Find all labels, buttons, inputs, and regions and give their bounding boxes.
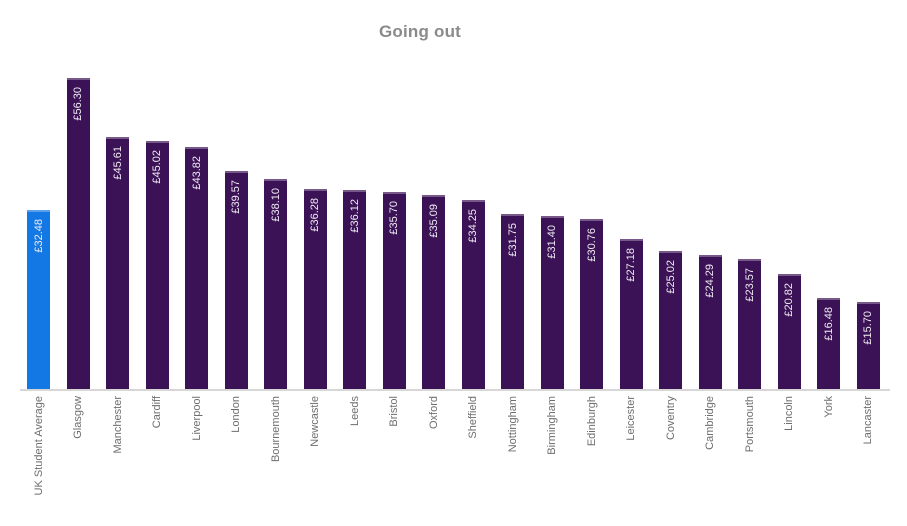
bar-nottingham: £31.75 (501, 213, 524, 389)
x-axis-label-uk-student-average: UK Student Average (32, 396, 45, 496)
chart-title: Going out (378, 22, 462, 41)
x-axis-label-cell: Manchester (106, 396, 129, 453)
bar-london: £39.57 (224, 170, 248, 389)
bar-value-label: £35.09 (427, 204, 440, 238)
x-axis-label-cell: Glasgow (67, 396, 90, 439)
x-axis-label-cell: Oxford (422, 396, 445, 429)
bar-glasgow: £56.30 (66, 78, 90, 389)
x-axis-label-cell: Leicester (620, 396, 643, 441)
bar-lincoln: £20.82 (777, 274, 801, 389)
bar-value-label: £45.02 (151, 149, 163, 184)
x-axis-label-cell: Nottingham (501, 396, 524, 452)
bar-oxford: £35.09 (422, 195, 445, 389)
x-axis-label-cell: Cardiff (146, 396, 169, 428)
x-axis-label-cell: York (817, 396, 840, 418)
bar-newcastle: £36.28 (303, 188, 327, 389)
bar-value-label: £31.40 (546, 224, 558, 259)
x-axis-label-cell: London (225, 396, 248, 433)
x-axis-label-cell: Lancaster (857, 396, 880, 444)
plot-area: £32.48 £56.30 £45.61 £45.02 £43.82 £39.57 £38.… (27, 78, 880, 389)
bar-uk-student-average: £32.48 (27, 209, 50, 389)
x-axis-label-london: London (230, 396, 242, 433)
bar-sheffield: £34.25 (461, 199, 485, 389)
bar-coventry: £25.02 (659, 250, 682, 389)
bar-value-label: £39.57 (230, 179, 242, 214)
x-axis-label-lincoln: Lincoln (783, 396, 795, 431)
x-axis-label-york: York (822, 396, 835, 418)
bar-value-label: £30.76 (585, 228, 598, 262)
bar-leeds: £36.12 (343, 189, 366, 389)
x-axis-label-cambridge: Cambridge (704, 396, 716, 450)
bar-value-label: £24.29 (704, 263, 716, 298)
x-axis-label-leeds: Leeds (348, 396, 361, 426)
x-axis-label-cell: Portsmouth (738, 396, 761, 452)
bar-value-label: £32.48 (32, 218, 45, 253)
x-axis-label-cell: Newcastle (304, 396, 327, 447)
x-axis-label-birmingham: Birmingham (546, 396, 558, 455)
bar-liverpool: £43.82 (185, 147, 208, 389)
bar-edinburgh: £30.76 (580, 219, 603, 389)
bar-value-label: £38.10 (269, 187, 282, 222)
bar-value-label: £25.02 (664, 259, 677, 294)
x-axis-label-sheffield: Sheffield (467, 396, 479, 439)
bar-portsmouth: £23.57 (738, 258, 761, 389)
bar-leicester: £27.18 (619, 239, 643, 389)
x-axis-label-oxford: Oxford (427, 396, 440, 430)
x-axis-label-bristol: Bristol (388, 396, 400, 427)
x-axis-label-cell: Cambridge (699, 396, 722, 450)
x-axis-label-newcastle: Newcastle (309, 396, 321, 447)
bar-bristol: £35.70 (382, 191, 406, 389)
bar-value-label: £27.18 (625, 248, 637, 282)
x-axis-label-cardiff: Cardiff (151, 396, 163, 429)
x-axis-line (20, 389, 890, 391)
bar-cambridge: £24.29 (698, 254, 722, 389)
bar-value-label: £35.70 (388, 200, 400, 235)
x-axis-label-coventry: Coventry (664, 396, 677, 441)
bar-lancaster: £15.70 (856, 302, 880, 389)
x-axis-label-cell: Coventry (659, 396, 682, 440)
x-axis-label-cell: Birmingham (541, 396, 564, 455)
bar-value-label: £36.12 (348, 198, 361, 233)
x-axis-label-leicester: Leicester (625, 396, 637, 441)
x-axis-label-cell: UK Student Average (27, 396, 50, 495)
x-axis-label-liverpool: Liverpool (190, 396, 203, 441)
x-axis-labels: UK Student Average Glasgow Manchester Cardi… (27, 396, 880, 495)
bar-value-label: £15.70 (862, 311, 874, 345)
bar-value-label: £20.82 (783, 283, 795, 317)
x-axis-label-portsmouth: Portsmouth (743, 396, 756, 453)
bar-value-label: £34.25 (467, 208, 479, 243)
x-axis-label-nottingham: Nottingham (506, 396, 519, 453)
bar-value-label: £16.48 (822, 307, 835, 341)
bar-value-label: £56.30 (72, 87, 84, 121)
bar-value-label: £31.75 (506, 222, 519, 257)
x-axis-label-lancaster: Lancaster (862, 396, 874, 445)
x-axis-label-cell: Liverpool (185, 396, 208, 441)
x-axis-label-cell: Lincoln (778, 396, 801, 431)
x-axis-label-cell: Leeds (343, 396, 366, 426)
bar-bournemouth: £38.10 (264, 178, 287, 389)
x-axis-label-manchester: Manchester (111, 396, 124, 454)
bar-value-label: £45.61 (111, 146, 124, 180)
bar-manchester: £45.61 (106, 137, 129, 389)
bar-york: £16.48 (817, 298, 840, 389)
bar-value-label: £23.57 (743, 267, 756, 302)
x-axis-label-cell: Edinburgh (580, 396, 603, 446)
x-axis-label-cell: Bristol (383, 396, 406, 427)
x-axis-label-glasgow: Glasgow (72, 396, 84, 439)
x-axis-label-bournemouth: Bournemouth (269, 396, 282, 463)
bar-birmingham: £31.40 (540, 215, 564, 389)
bar-cardiff: £45.02 (145, 140, 169, 389)
bar-value-label: £36.28 (309, 197, 321, 232)
x-axis-label-cell: Bournemouth (264, 396, 287, 462)
x-axis-label-edinburgh: Edinburgh (585, 396, 598, 447)
x-axis-label-cell: Sheffield (462, 396, 485, 439)
bar-value-label: £43.82 (190, 156, 203, 190)
